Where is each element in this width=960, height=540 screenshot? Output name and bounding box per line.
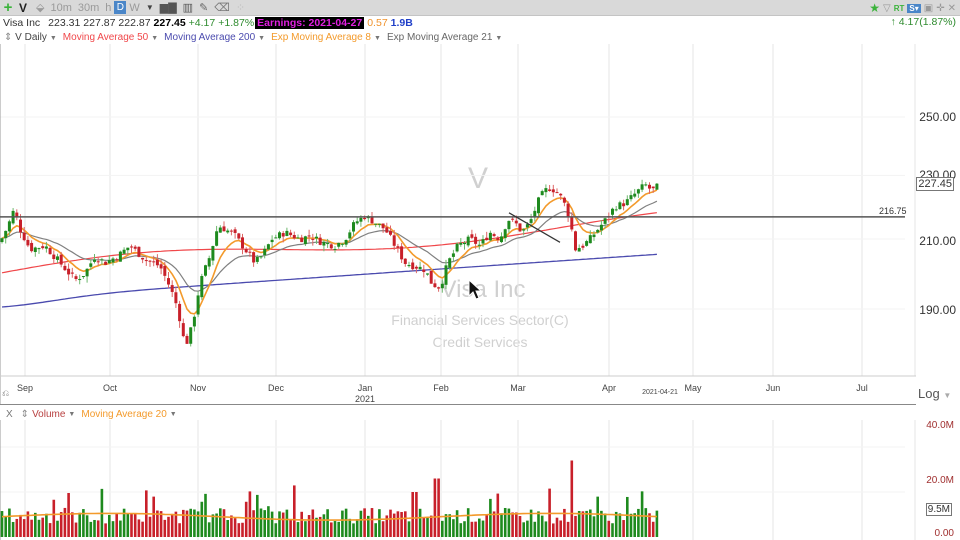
up-arrow-icon: ↑ xyxy=(890,16,896,28)
price-axis-label: 210.00 xyxy=(919,234,956,248)
change-summary-text: 4.17(1.87%) xyxy=(898,16,956,28)
horizontal-line-label: 216.75 xyxy=(879,206,907,216)
ema21-legend[interactable]: Exp Moving Average 21 ▼ xyxy=(387,32,502,43)
filter-icon[interactable]: ▽ xyxy=(883,2,891,14)
timeframe-dropdown-icon[interactable]: ▼ xyxy=(145,3,154,12)
volume-ma-legend-label[interactable]: Moving Average 20 xyxy=(81,409,167,420)
volume-axis-label: 40.0M xyxy=(926,420,954,431)
symbol-legend[interactable]: ⇕ V Daily ▼ xyxy=(4,32,57,43)
chart-type-icon[interactable]: ▆▇ xyxy=(159,2,177,14)
timeframe-daily[interactable]: D xyxy=(114,1,127,14)
move-icon[interactable]: ✛ xyxy=(936,2,945,14)
volume-chart[interactable] xyxy=(0,420,960,540)
month-label: Feb xyxy=(433,383,449,393)
chevron-down-icon[interactable]: ▼ xyxy=(151,35,159,42)
log-scale-label: Log xyxy=(918,386,940,401)
current-volume-tag: 9.5M xyxy=(925,503,952,516)
high-price: 227.87 xyxy=(83,17,116,29)
symbol-button[interactable]: V xyxy=(19,0,28,15)
ma200-label: Moving Average 200 xyxy=(164,32,256,43)
timeframe-30m[interactable]: 30m xyxy=(77,1,100,14)
volume-axis-label: 0.00 xyxy=(934,528,954,539)
star-icon[interactable]: ★ xyxy=(869,1,881,15)
market-cap-value: 1.9B xyxy=(390,17,413,29)
price-change: +4.17 xyxy=(188,17,216,29)
timeframe-weekly[interactable]: W xyxy=(129,1,140,14)
share-icon[interactable]: ⁘ xyxy=(235,2,246,14)
scroll-home-icon[interactable]: ⎌ xyxy=(2,388,10,398)
price-pane[interactable]: V Visa Inc Financial Services Sector(C) … xyxy=(0,44,960,404)
volume-axis-label: 20.0M xyxy=(926,475,954,486)
month-label: Dec xyxy=(267,383,285,393)
resize-handle-icon[interactable]: ⇕ xyxy=(4,32,13,43)
symbol-legend-label: V Daily xyxy=(15,32,47,43)
month-label: Jan xyxy=(357,383,373,393)
ema8-legend[interactable]: Exp Moving Average 8 ▼ xyxy=(271,32,381,43)
ma50-label: Moving Average 50 xyxy=(62,32,149,43)
price-axis-label: 190.00 xyxy=(919,303,956,317)
price-change-pct: +1.87% xyxy=(218,17,255,29)
volume-legend-label[interactable]: Volume xyxy=(32,409,66,420)
low-price: 222.87 xyxy=(118,17,151,29)
current-price-tag: 227.45 xyxy=(916,177,954,191)
save-icon[interactable]: ▣ xyxy=(923,2,934,14)
add-chart-icon[interactable]: + xyxy=(3,0,13,16)
chevron-down-icon[interactable]: ▼ xyxy=(258,35,266,42)
realtime-button[interactable]: RT xyxy=(893,3,905,13)
mouse-cursor-icon xyxy=(468,279,483,300)
ma50-legend[interactable]: Moving Average 50 ▼ xyxy=(63,32,158,43)
chevron-down-icon[interactable]: ▼ xyxy=(49,35,57,42)
close-icon[interactable]: ✕ xyxy=(947,2,956,14)
price-axis-label: 250.00 xyxy=(919,110,956,124)
indicators-icon[interactable]: ▥ xyxy=(182,2,194,14)
cursor-date-label: 2021-04-21 xyxy=(642,389,678,396)
eraser-icon[interactable]: ⌫ xyxy=(214,2,230,14)
chart-toolbar: + V ⬙ 10m 30m h D W ▼ ▆▇ ▥ ✎ ⌫ ⁘ ★ ▽ RT … xyxy=(0,0,960,16)
month-label: Jun xyxy=(765,383,781,393)
open-price: 223.31 xyxy=(48,17,81,29)
earnings-date-badge: Earnings: 2021-04-27 xyxy=(255,17,365,29)
month-label: Apr xyxy=(601,383,617,393)
pane-divider[interactable] xyxy=(0,404,916,405)
ema21-label: Exp Moving Average 21 xyxy=(386,32,493,43)
chevron-down-icon[interactable]: ▼ xyxy=(495,35,503,42)
s-dropdown-button[interactable]: S▾ xyxy=(907,3,921,13)
chevron-down-icon[interactable]: ▼ xyxy=(68,411,76,418)
indicator-legend: ⇕ V Daily ▼ Moving Average 50 ▼ Moving Ave… xyxy=(4,31,508,44)
month-label: May xyxy=(684,383,702,393)
price-chart[interactable] xyxy=(0,44,960,404)
timeframe-hour[interactable]: h xyxy=(105,1,112,14)
draw-pencil-icon[interactable]: ✎ xyxy=(199,2,209,14)
chevron-down-icon[interactable]: ▼ xyxy=(943,391,952,400)
month-label: Oct xyxy=(102,383,118,393)
timeframe-10m[interactable]: 10m xyxy=(50,1,72,14)
company-name: Visa Inc xyxy=(3,17,41,29)
toolbar-right-group: ★ ▽ RT S▾ ▣ ✛ ✕ xyxy=(869,0,956,16)
year-label: 2021 xyxy=(354,394,376,404)
month-label: Jul xyxy=(856,383,868,393)
close-pane-button[interactable]: X xyxy=(6,409,13,420)
ema8-label: Exp Moving Average 8 xyxy=(271,32,371,43)
volume-legend: X ⇕ Volume ▼ Moving Average 20 ▼ xyxy=(6,409,177,420)
month-label: Sep xyxy=(16,383,34,393)
ma200-legend[interactable]: Moving Average 200 ▼ xyxy=(164,32,265,43)
chevron-down-icon[interactable]: ▼ xyxy=(374,35,381,42)
month-label: Nov xyxy=(189,383,207,393)
last-price: 227.45 xyxy=(153,17,186,29)
chevron-down-icon[interactable]: ▼ xyxy=(169,411,177,418)
change-summary: ↑ 4.17(1.87%) xyxy=(888,16,956,28)
eps-value: 0.57 xyxy=(367,17,388,29)
resize-handle-icon[interactable]: ⇕ xyxy=(20,409,30,420)
link-icon[interactable]: ⬙ xyxy=(36,2,45,14)
month-label: Mar xyxy=(510,383,526,393)
quote-bar: Visa Inc 223.31 227.87 222.87 227.45 +4.… xyxy=(0,16,960,30)
log-scale-toggle[interactable]: Log ▼ xyxy=(918,386,951,401)
